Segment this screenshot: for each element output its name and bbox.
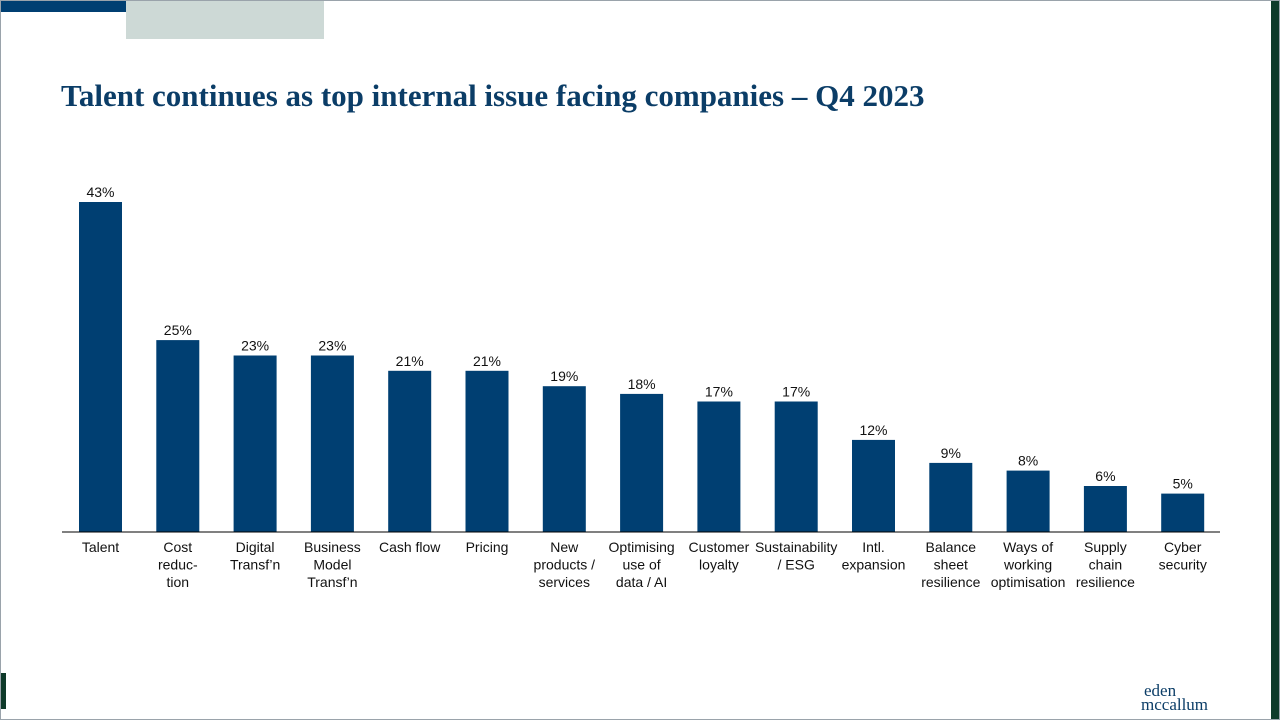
category-label-line: security <box>1159 557 1207 573</box>
bar-series <box>79 202 1205 532</box>
logo-line-1: eden <box>1144 681 1177 700</box>
value-label-9: 17% <box>705 384 733 400</box>
value-label-6: 21% <box>473 353 501 369</box>
category-label-line: Transf’n <box>230 557 280 573</box>
bar-9 <box>697 401 741 532</box>
logo-line-2: mccallum <box>1141 695 1209 714</box>
category-label-5: Cash flow <box>379 539 441 555</box>
value-label-1: 43% <box>86 184 114 200</box>
right-edge-stripe <box>1271 0 1280 720</box>
bar-11 <box>852 439 895 532</box>
category-label-line: loyalty <box>699 557 739 573</box>
category-label-1: Talent <box>82 539 119 555</box>
category-label-8: Optimising use of data / AI <box>609 539 675 590</box>
bar-3 <box>233 355 277 532</box>
category-label-line: New <box>550 539 579 555</box>
bar-13 <box>1006 470 1050 532</box>
bar-15 <box>1161 493 1205 532</box>
category-label-line: Cash flow <box>379 539 441 555</box>
value-label-14: 6% <box>1095 468 1115 484</box>
category-label-line: sheet <box>934 557 968 573</box>
value-label-10: 17% <box>782 384 810 400</box>
value-label-7: 19% <box>550 368 578 384</box>
category-label-line: resilience <box>921 574 980 590</box>
company-logo: eden mccallum <box>1141 681 1223 714</box>
category-label-line: services <box>539 574 590 590</box>
value-label-3: 23% <box>241 338 269 354</box>
bar-8 <box>620 393 664 532</box>
accent-bar-light <box>126 0 324 39</box>
bar-2 <box>156 340 200 532</box>
value-label-15: 5% <box>1173 476 1193 492</box>
bar-6 <box>465 370 509 532</box>
category-label-line: chain <box>1089 557 1122 573</box>
bar-1 <box>79 202 122 532</box>
category-label-line: Pricing <box>466 539 509 555</box>
category-label-3: Digital Transf’n <box>230 539 280 573</box>
value-label-5: 21% <box>396 353 424 369</box>
category-label-6: Pricing <box>466 539 509 555</box>
category-label-line: working <box>1003 557 1052 573</box>
category-label-13: Ways of working optimisation <box>991 539 1066 590</box>
category-label-14: Supply chain resilience <box>1076 539 1135 590</box>
category-label-line: Sustainability <box>755 539 838 555</box>
category-label-line: Talent <box>82 539 119 555</box>
category-label-2: Cost reduc-tion <box>158 539 198 590</box>
category-label-line: reduc- <box>158 557 198 573</box>
bar-12 <box>929 462 973 532</box>
bar-5 <box>388 370 432 532</box>
category-label-line: resilience <box>1076 574 1135 590</box>
value-labels: 43% 25% 23% 23% 21% 21% 19% 18% 17% 17% 12% 9% 8% 6% 5… <box>86 184 1192 492</box>
category-label-line: Optimising <box>609 539 675 555</box>
left-edge-mark <box>0 673 6 709</box>
category-label-line: use of <box>623 557 661 573</box>
slide-title: Talent continues as top internal issue f… <box>61 78 925 113</box>
category-label-4: Business Model Transf’n <box>304 539 361 590</box>
category-label-line: data / AI <box>616 574 667 590</box>
bar-7 <box>542 386 586 532</box>
category-label-line: Customer <box>689 539 750 555</box>
bar-14 <box>1083 486 1127 532</box>
value-label-8: 18% <box>628 376 656 392</box>
category-label-line: Transf’n <box>307 574 357 590</box>
category-label-line: Intl. <box>862 539 885 555</box>
category-label-9: Customer loyalty <box>689 539 750 573</box>
category-label-line: Ways of <box>1003 539 1053 555</box>
value-label-2: 25% <box>164 322 192 338</box>
category-label-line: tion <box>167 574 190 590</box>
bar-4 <box>310 355 354 532</box>
category-label-line: Digital <box>236 539 275 555</box>
category-label-7: New products / services <box>534 539 596 590</box>
category-label-12: Balance sheet resilience <box>921 539 980 590</box>
bar-10 <box>774 401 818 532</box>
category-label-line: / ESG <box>778 557 815 573</box>
category-label-line: Model <box>313 557 351 573</box>
value-label-11: 12% <box>859 422 887 438</box>
category-label-11: Intl. expansion <box>842 539 906 573</box>
category-label-15: Cyber security <box>1159 539 1207 573</box>
category-label-line: Cyber <box>1164 539 1202 555</box>
category-label-line: optimisation <box>991 574 1066 590</box>
value-label-12: 9% <box>941 445 961 461</box>
category-label-line: Balance <box>926 539 977 555</box>
category-label-line: Business <box>304 539 361 555</box>
category-label-10: Sustainability / ESG <box>755 539 838 573</box>
value-label-13: 8% <box>1018 453 1038 469</box>
category-label-line: Cost <box>163 539 192 555</box>
category-label-line: Supply <box>1084 539 1127 555</box>
value-label-4: 23% <box>318 338 346 354</box>
category-label-line: products / <box>534 557 596 573</box>
category-label-line: expansion <box>842 557 906 573</box>
